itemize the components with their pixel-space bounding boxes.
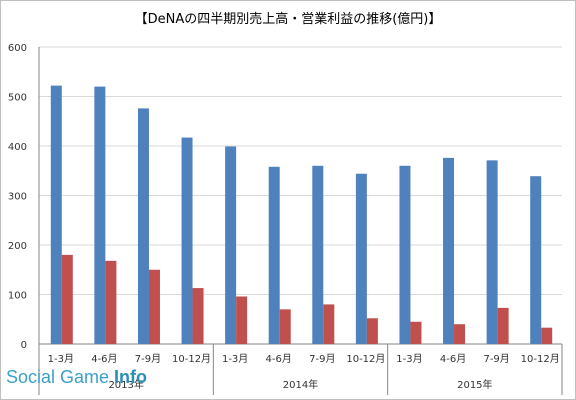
bar-series-1-8 — [399, 165, 411, 344]
bar-series-1-11 — [530, 176, 542, 344]
x-tick-label: 1-3月 — [48, 353, 74, 365]
x-tick-label: 1-3月 — [396, 353, 422, 365]
bar-series-1-10 — [486, 160, 498, 344]
watermark-text: Social Game — [6, 367, 115, 387]
bar-series-1-3 — [181, 137, 193, 344]
bar-series-2-1 — [105, 260, 117, 344]
y-tick-label: 200 — [8, 241, 27, 252]
x-tick-label: 4-6月 — [91, 353, 117, 365]
bar-series-1-1 — [94, 86, 106, 344]
chart-title: 【DeNAの四半期別売上高・営業利益の推移(億円)】 — [134, 12, 442, 27]
bar-series-2-10 — [497, 307, 509, 344]
y-tick-label: 400 — [8, 142, 27, 153]
x-tick-label: 7-9月 — [135, 353, 161, 365]
y-tick-label: 300 — [8, 192, 27, 203]
bar-series-2-6 — [323, 304, 335, 344]
bar-series-1-9 — [443, 157, 455, 344]
bar-series-2-8 — [410, 321, 422, 344]
bar-series-2-3 — [192, 288, 204, 344]
y-tick-label: 600 — [8, 43, 27, 54]
group-label: 2015年 — [457, 378, 492, 391]
x-tick-label: 10-12月 — [521, 353, 560, 365]
x-tick-label: 7-9月 — [309, 353, 335, 365]
bar-series-1-4 — [225, 146, 237, 344]
bar-series-2-2 — [148, 269, 160, 344]
x-tick-label: 7-9月 — [483, 353, 509, 365]
bar-series-2-11 — [541, 327, 553, 344]
x-tick-label: 4-6月 — [440, 353, 466, 365]
bar-series-1-5 — [268, 166, 280, 344]
bar-series-2-5 — [279, 309, 291, 344]
watermark-text-bold: Info — [114, 367, 148, 387]
group-label: 2014年 — [283, 378, 318, 391]
bar-series-1-2 — [137, 108, 149, 344]
bar-series-2-7 — [366, 318, 378, 344]
bar-series-2-0 — [61, 254, 73, 344]
bar-series-1-0 — [50, 85, 62, 345]
bar-series-1-6 — [312, 165, 324, 344]
y-tick-label: 0 — [21, 340, 27, 351]
group-label: 2013年 — [108, 378, 143, 391]
x-tick-label: 1-3月 — [222, 353, 248, 365]
watermark-logo: Social Game Info — [6, 367, 147, 388]
bar-series-2-9 — [454, 324, 466, 344]
x-tick-label: 10-12月 — [346, 353, 385, 365]
y-tick-label: 500 — [8, 93, 27, 104]
bar-series-1-7 — [355, 173, 367, 344]
x-tick-label: 10-12月 — [172, 353, 211, 365]
bar-series-2-4 — [236, 296, 248, 344]
x-tick-label: 4-6月 — [266, 353, 292, 365]
y-tick-label: 100 — [8, 291, 27, 302]
